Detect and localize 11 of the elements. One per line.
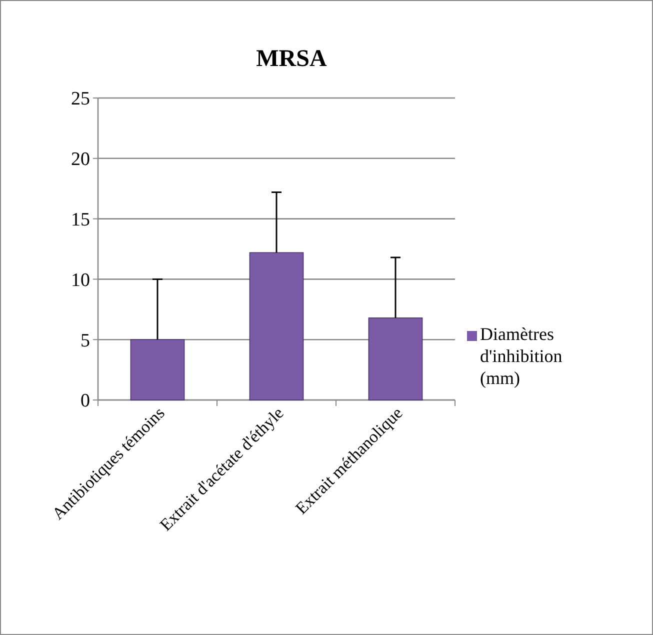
y-tick-label: 20: [71, 149, 90, 170]
y-tick-label: 15: [71, 209, 90, 230]
y-tick-label: 0: [80, 390, 90, 412]
y-tick-label: 25: [71, 88, 90, 110]
bar: [249, 252, 304, 400]
legend-label: Diamètres d'inhibition (mm): [480, 324, 562, 388]
y-tick-label: 5: [80, 330, 90, 352]
chart-title: MRSA: [256, 46, 328, 72]
bar: [368, 317, 423, 400]
bar: [130, 339, 185, 400]
y-tick-label: 10: [71, 270, 90, 291]
